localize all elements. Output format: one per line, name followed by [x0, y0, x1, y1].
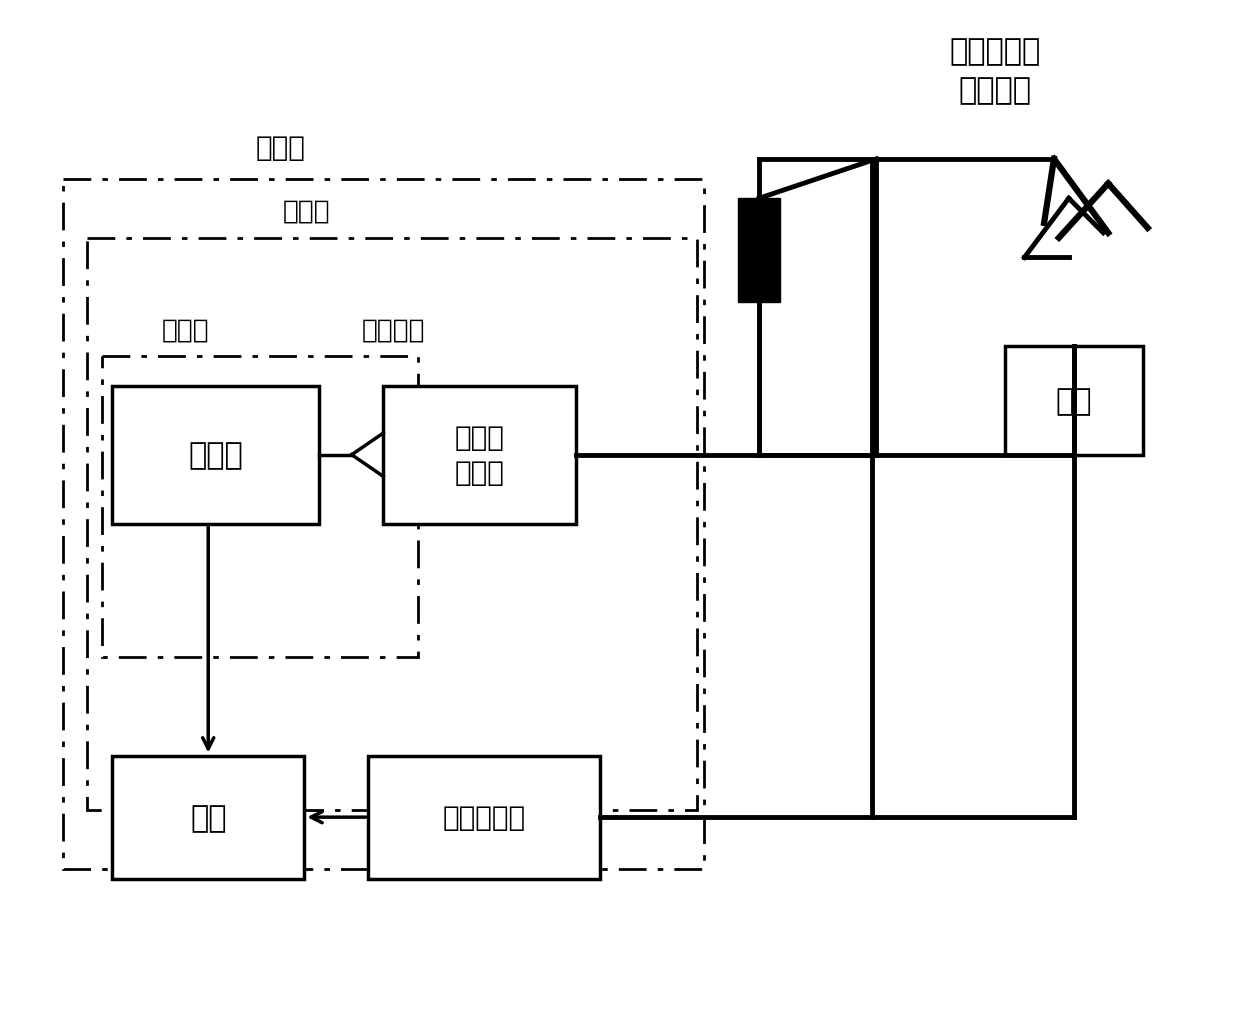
Bar [383, 386, 575, 525]
Bar [112, 386, 319, 525]
Bar [738, 199, 780, 302]
Text: 分叉光纤: 分叉光纤 [361, 317, 425, 343]
Text: 防水箱: 防水箱 [283, 199, 331, 224]
Text: 光谱仪: 光谱仪 [188, 441, 243, 470]
Bar [87, 239, 697, 810]
Text: 百叶箱: 百叶箱 [255, 133, 305, 162]
Text: 太阳和冠层: 太阳和冠层 [949, 36, 1040, 66]
Text: 云台控制器: 云台控制器 [443, 804, 526, 831]
Text: 云台: 云台 [1055, 386, 1092, 416]
Bar [112, 756, 304, 879]
Text: 外接光纤: 外接光纤 [959, 76, 1032, 105]
Text: 换开关: 换开关 [455, 459, 505, 487]
Text: 电脑: 电脑 [190, 803, 227, 832]
Bar [368, 756, 600, 879]
Bar [63, 179, 704, 869]
Bar [1004, 347, 1143, 455]
Text: 恒温箱: 恒温箱 [162, 317, 210, 343]
Text: 光路切: 光路切 [455, 424, 505, 452]
Bar [102, 357, 418, 657]
